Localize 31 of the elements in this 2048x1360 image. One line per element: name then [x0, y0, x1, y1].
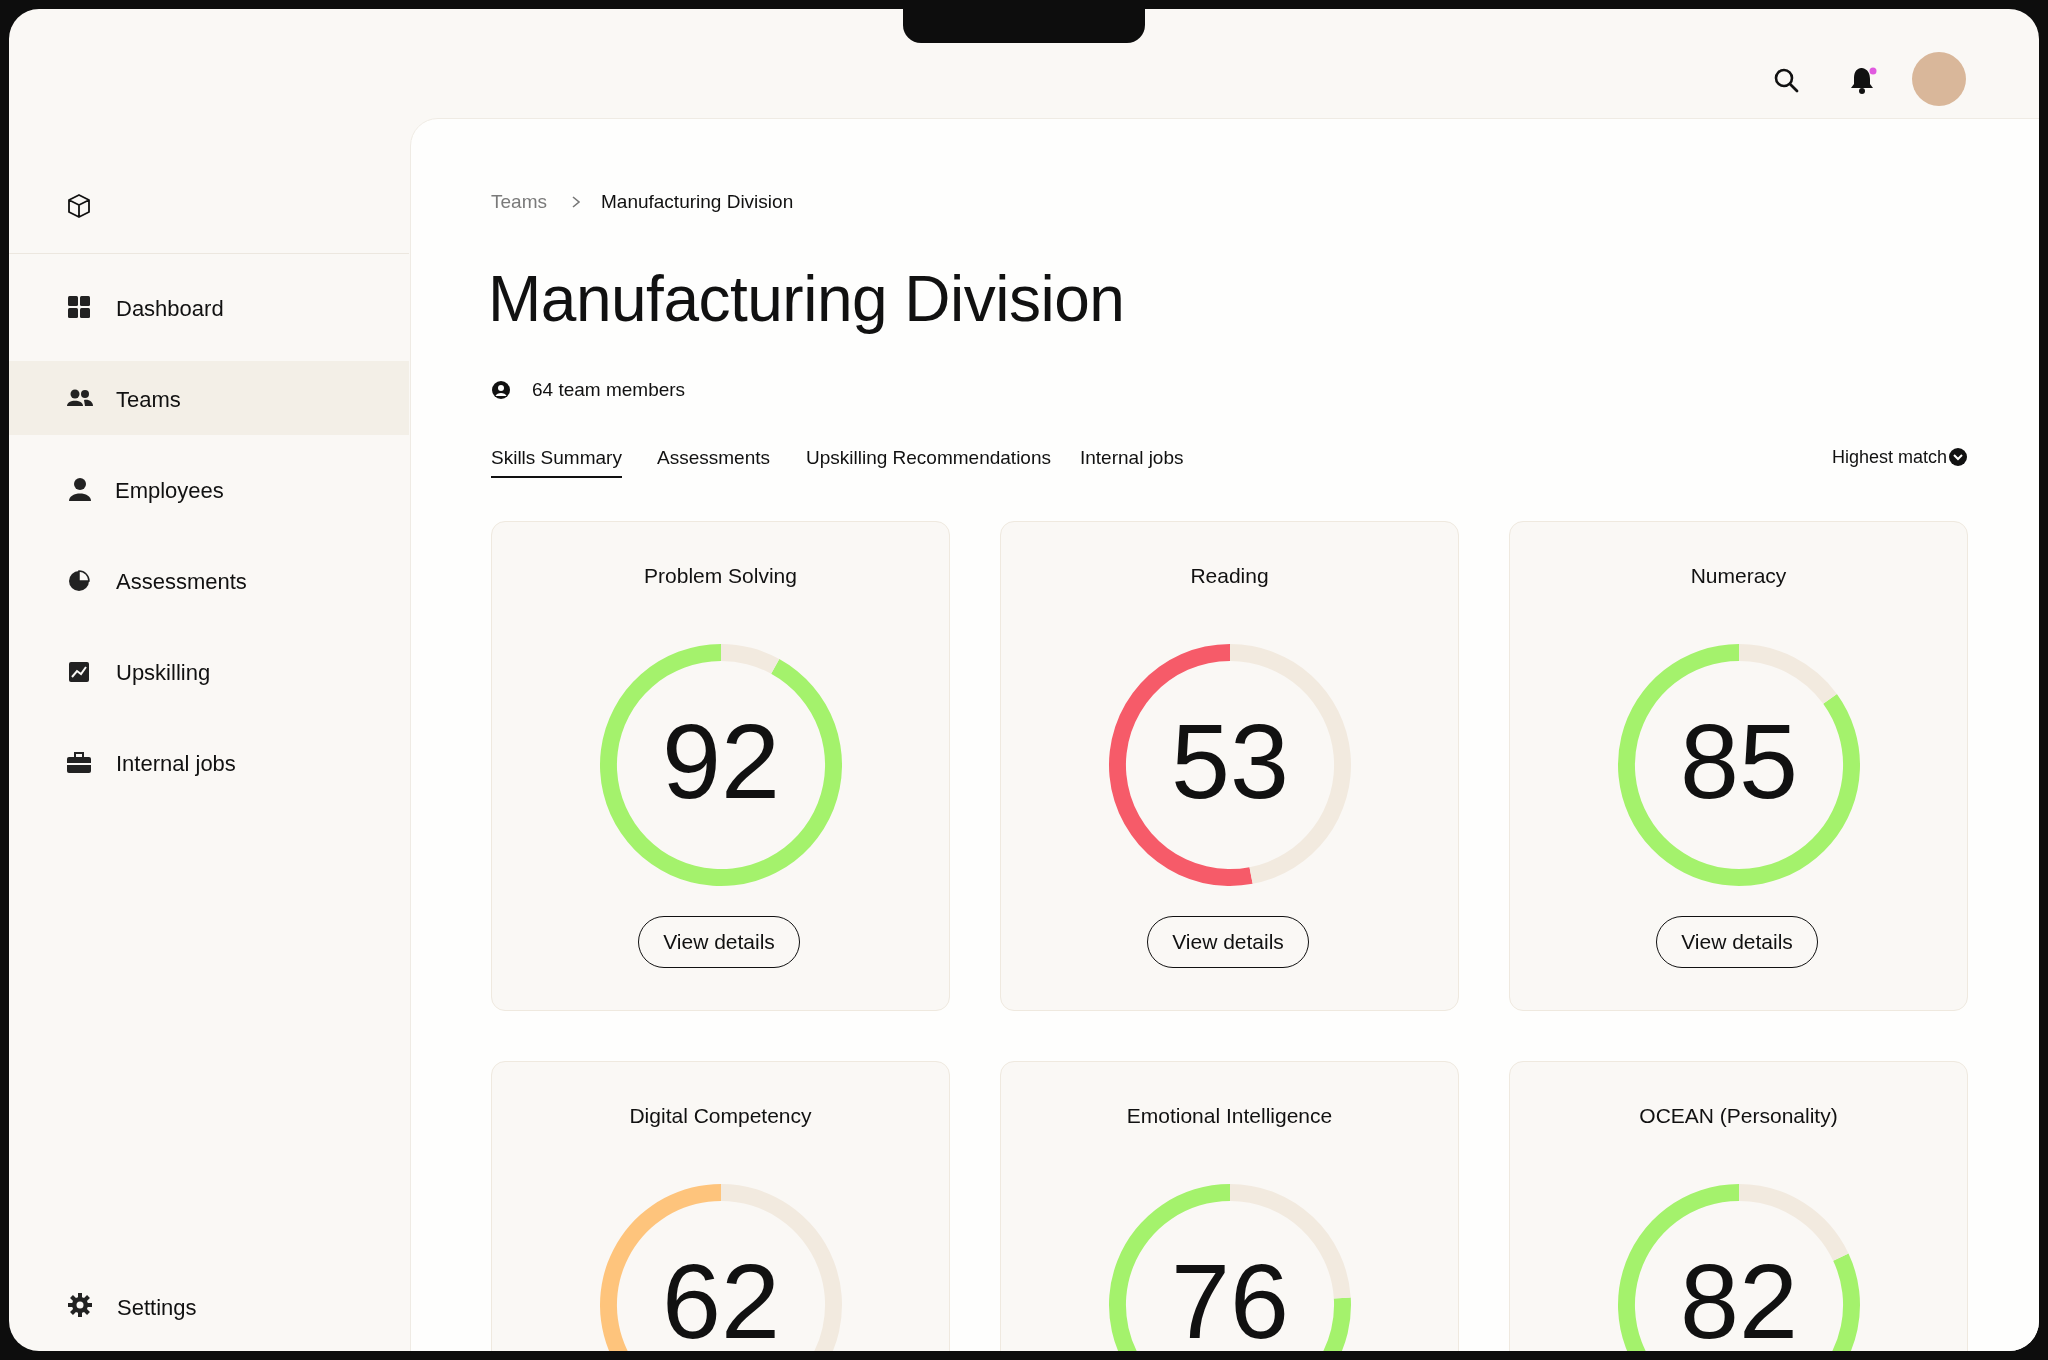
text: Skills Summary — [491, 447, 622, 469]
data-label: 92 — [662, 702, 780, 821]
text: View details — [1147, 916, 1309, 968]
data-label: 82 — [1680, 1242, 1798, 1360]
text: Manufacturing Division — [601, 191, 794, 213]
text: View details — [1656, 916, 1818, 968]
text: Teams — [116, 387, 181, 413]
text: Settings — [117, 1295, 197, 1321]
chart-title: OCEAN (Personality) — [1638, 1104, 1839, 1128]
data-label: 85 — [1680, 702, 1798, 821]
text: Assessments — [657, 447, 770, 469]
text: Assessments — [116, 569, 247, 595]
data-label: 62 — [662, 1242, 780, 1360]
chart-title: Numeracy — [1689, 564, 1788, 588]
chart-title: Emotional Intelligence — [1125, 1104, 1334, 1128]
text: Highest match — [1832, 447, 1948, 468]
text: Internal jobs — [116, 751, 236, 777]
text: Upskilling Recommendations — [806, 447, 1051, 469]
text: Upskilling — [116, 660, 211, 686]
text: Internal jobs — [1080, 447, 1184, 469]
text: View details — [638, 916, 800, 968]
text: Dashboard — [116, 296, 224, 322]
data-label: 76 — [1171, 1242, 1289, 1360]
chart-title: Reading — [1189, 564, 1270, 588]
chart-title: Digital Competency — [628, 1104, 813, 1128]
text: 64 team members — [532, 379, 686, 401]
text: Teams — [491, 191, 547, 213]
chart-title: Problem Solving — [643, 564, 798, 588]
text: Manufacturing Division — [488, 262, 1125, 336]
data-label: 53 — [1171, 702, 1289, 821]
text: Employees — [115, 478, 224, 504]
